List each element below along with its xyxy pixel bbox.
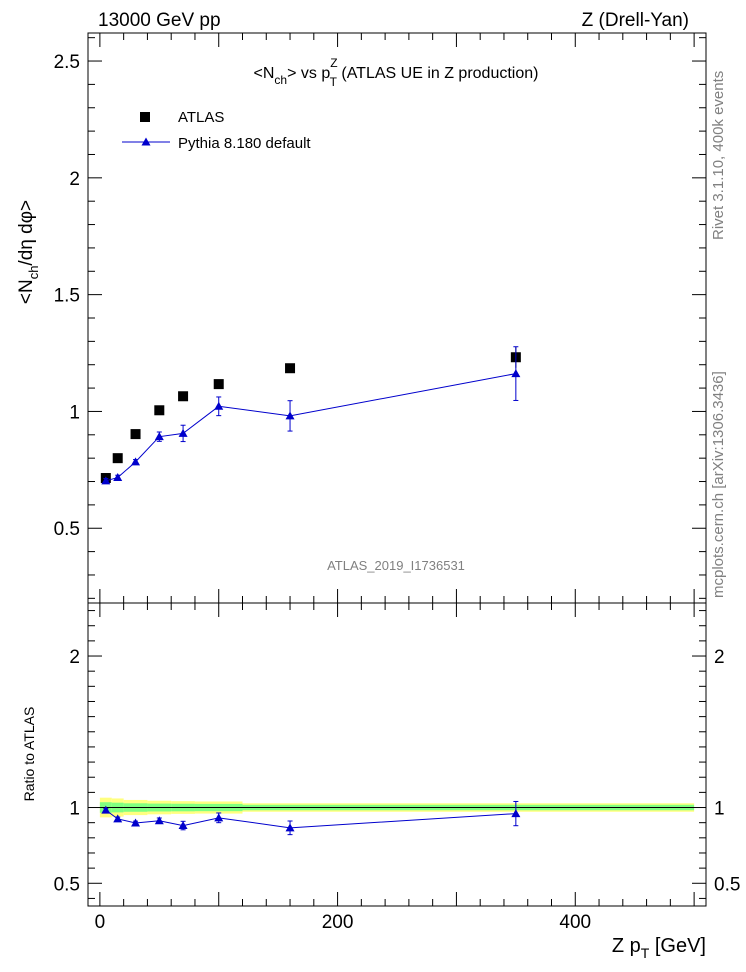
atlas-point	[285, 363, 296, 374]
pythia-point	[178, 428, 188, 437]
pythia-point	[511, 369, 521, 378]
main-axes: 0.5 1 1.5 2 2.5	[54, 33, 706, 603]
ratio-marks	[101, 800, 521, 836]
xlabel-sub-t: T	[641, 945, 650, 961]
main-ytick-label: 2	[69, 169, 80, 190]
ratio-point	[511, 809, 521, 818]
ratio-point	[113, 814, 123, 823]
legend-marker-atlas	[140, 112, 150, 122]
watermark: ATLAS_2019_I1736531	[327, 558, 465, 573]
ylabel-part-b: /dη dφ>	[16, 200, 37, 266]
pythia-point	[131, 457, 141, 466]
main-ylabel: <Nch/dη dφ>	[16, 200, 41, 304]
ratio-frame	[87, 602, 707, 907]
title-part-a: <N	[254, 65, 275, 82]
ratio-panel: Ratio to ATLAS 0.5 0.5 1 1 2 2 0 200 400 Z pT [G…	[21, 602, 740, 961]
atlas-point	[112, 453, 123, 464]
ratio-xtick-label: 400	[559, 912, 591, 933]
main-ytick-label: 1.5	[54, 286, 80, 307]
title-sub-ch: ch	[274, 73, 287, 87]
ratio-point	[214, 813, 224, 822]
legend-label-atlas: ATLAS	[178, 109, 224, 126]
header-left: 13000 GeV pp	[98, 10, 221, 31]
xlabel-part-b: [GeV]	[649, 935, 706, 957]
ratio-ylabel: Ratio to ATLAS	[21, 707, 37, 802]
main-marks	[100, 346, 521, 485]
ratio-point	[285, 823, 295, 832]
ratio-ytick-label-right: 1	[714, 799, 725, 820]
ratio-xtick-label: 200	[322, 912, 354, 933]
ratio-bands	[99, 797, 695, 818]
atlas-point	[213, 379, 224, 390]
title-part-c: (ATLAS UE in Z production)	[337, 65, 539, 82]
header-right: Z (Drell-Yan)	[582, 10, 689, 31]
ylabel-part-a: <N	[16, 279, 37, 304]
title-sup-z: Z	[330, 56, 337, 70]
ylabel-sub-ch: ch	[26, 266, 41, 280]
ratio-point	[131, 818, 141, 827]
atlas-point	[178, 391, 189, 402]
ratio-point	[154, 816, 164, 825]
main-title: <Nch> vs pZ T (ATLAS UE in Z production)	[254, 56, 539, 89]
ratio-ytick-label-right: 2	[714, 647, 725, 668]
ratio-line	[105, 809, 516, 829]
ratio-ytick-label: 1	[69, 799, 80, 820]
title-sub-t: T	[330, 75, 338, 89]
legend-marker-pythia	[141, 137, 151, 146]
main-ytick-label: 2.5	[54, 52, 80, 73]
rivet-label: Rivet 3.1.10, 400k events	[710, 71, 727, 240]
ratio-point	[101, 805, 111, 814]
pythia-point	[285, 411, 295, 420]
mcplots-label: mcplots.cern.ch [arXiv:1306.3436]	[710, 371, 727, 598]
pythia-point	[154, 432, 164, 441]
legend-label-pythia: Pythia 8.180 default	[178, 135, 311, 152]
ratio-axes: 0.5 0.5 1 1 2 2 0 200 400	[54, 603, 740, 933]
xlabel-part-a: Z p	[612, 935, 641, 957]
title-part-b: > vs p	[287, 65, 330, 82]
main-ytick-label: 1	[69, 402, 80, 423]
legend: ATLAS Pythia 8.180 default	[122, 109, 311, 152]
atlas-point	[154, 405, 165, 416]
pythia-point	[113, 473, 123, 482]
ratio-ytick-label: 2	[69, 647, 80, 668]
ratio-xtick-label: 0	[95, 912, 106, 933]
main-ytick-label: 0.5	[54, 519, 80, 540]
ratio-ytick-label: 0.5	[54, 874, 80, 895]
ratio-ytick-label-right: 0.5	[714, 874, 740, 895]
pythia-point	[101, 476, 111, 485]
xlabel: Z pT [GeV]	[612, 935, 706, 961]
ratio-point	[178, 821, 188, 830]
atlas-point	[130, 429, 141, 440]
main-panel: <Nch> vs pZ T (ATLAS UE in Z production) …	[16, 32, 707, 604]
pythia-line	[105, 373, 516, 482]
pythia-point	[214, 401, 224, 410]
